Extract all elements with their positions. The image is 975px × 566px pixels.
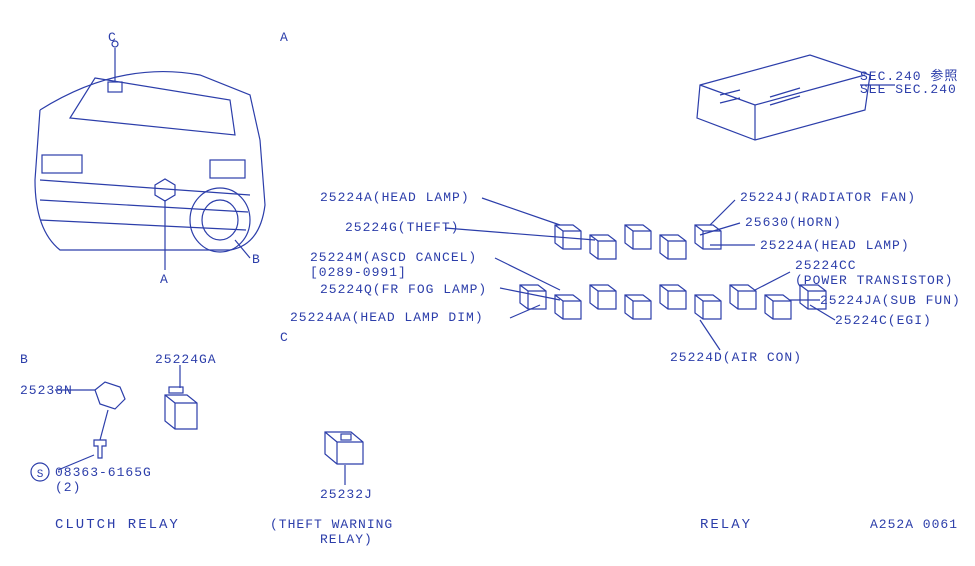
lbl-relay: RELAY <box>700 517 752 533</box>
lbl-25224M-date: [0289-0991] <box>310 265 407 280</box>
lbl-25630-horn: 25630(HORN) <box>745 215 842 230</box>
fusebox-drawing <box>697 55 870 140</box>
sec240-en: SEE SEC.240 <box>860 82 957 97</box>
lbl-25224G-theft: 25224G(THEFT) <box>345 220 459 235</box>
lbl-25224A-headlamp1: 25224A(HEAD LAMP) <box>320 190 470 205</box>
lbl-25224A-headlamp2: 25224A(HEAD LAMP) <box>760 238 910 253</box>
lbl-code: A252A 0061 <box>870 517 958 532</box>
lbl-25224Q-fog: 25224Q(FR FOG LAMP) <box>320 282 487 297</box>
diagram-canvas: A <box>0 0 975 566</box>
marker-C-car: C <box>108 30 117 45</box>
svg-text:S: S <box>37 469 44 481</box>
lbl-25224C-egi: 25224C(EGI) <box>835 313 932 328</box>
marker-A-car: A <box>160 272 169 287</box>
lbl-theft-warn1: (THEFT WARNING <box>270 517 393 532</box>
marker-C-section: C <box>280 330 289 345</box>
lbl-25224AA-dim: 25224AA(HEAD LAMP DIM) <box>290 310 484 325</box>
lbl-25224JA-subfun: 25224JA(SUB FUN) <box>820 293 961 308</box>
lbl-screw-qty: (2) <box>55 480 81 495</box>
marker-B-car: B <box>252 252 261 267</box>
lbl-25224CC-sub: (POWER TRANSISTOR) <box>795 273 953 288</box>
car-drawing <box>35 41 265 270</box>
lbl-25238N: 25238N <box>20 383 73 398</box>
lbl-25224CC: 25224CC <box>795 258 857 273</box>
lbl-clutch-relay: CLUTCH RELAY <box>55 517 180 533</box>
lbl-25224GA: 25224GA <box>155 352 217 367</box>
lbl-25224J-radfan: 25224J(RADIATOR FAN) <box>740 190 916 205</box>
lbl-screw: 08363-6165G <box>55 465 152 480</box>
theft-relay-drawing <box>325 432 363 464</box>
lbl-theft-warn2: RELAY) <box>320 532 373 547</box>
marker-B-section: B <box>20 352 29 367</box>
lbl-25224D-aircon: 25224D(AIR CON) <box>670 350 802 365</box>
lbl-25224M-ascd: 25224M(ASCD CANCEL) <box>310 250 477 265</box>
lbl-25232J: 25232J <box>320 487 373 502</box>
